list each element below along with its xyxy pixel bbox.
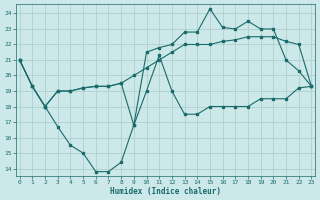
X-axis label: Humidex (Indice chaleur): Humidex (Indice chaleur) — [110, 187, 221, 196]
